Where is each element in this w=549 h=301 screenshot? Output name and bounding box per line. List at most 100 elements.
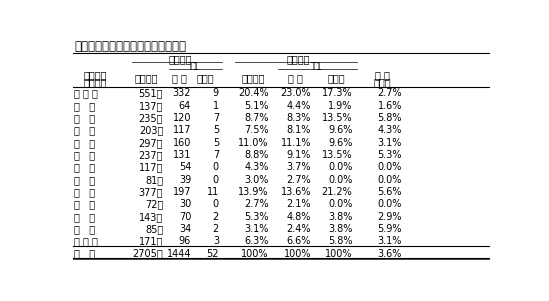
Text: 静   岡: 静 岡	[74, 187, 95, 197]
Text: 96: 96	[179, 236, 191, 246]
Text: 0: 0	[213, 199, 219, 209]
Text: 4.4%: 4.4%	[287, 101, 311, 111]
Text: 39: 39	[179, 175, 191, 185]
Text: 0.0%: 0.0%	[378, 163, 402, 172]
Text: 9: 9	[213, 88, 219, 98]
Text: 5.8%: 5.8%	[328, 236, 352, 246]
Text: 1.9%: 1.9%	[328, 101, 352, 111]
Text: 表２　原発立地道県の人口と参加者: 表２ 原発立地道県の人口と参加者	[74, 40, 186, 53]
Text: 9.1%: 9.1%	[287, 150, 311, 160]
Text: 11.1%: 11.1%	[281, 138, 311, 148]
Text: 石   川: 石 川	[74, 163, 95, 172]
Text: 297万: 297万	[139, 138, 163, 148]
Text: 8.3%: 8.3%	[287, 113, 311, 123]
Text: 2.7%: 2.7%	[244, 199, 268, 209]
Text: 203万: 203万	[139, 126, 163, 135]
Text: 3.8%: 3.8%	[328, 224, 352, 234]
Text: 3.8%: 3.8%	[328, 212, 352, 222]
Text: 13.5%: 13.5%	[322, 150, 352, 160]
Text: 85万: 85万	[145, 224, 163, 234]
Text: 島   根: 島 根	[74, 199, 95, 209]
Text: 6.3%: 6.3%	[244, 236, 268, 246]
Text: 237万: 237万	[139, 150, 163, 160]
Text: 143万: 143万	[139, 212, 163, 222]
Text: 4.3%: 4.3%	[378, 126, 402, 135]
Text: 21.2%: 21.2%	[322, 187, 352, 197]
Text: 全 体: 全 体	[172, 73, 187, 83]
Text: 福   井: 福 井	[74, 175, 95, 185]
Text: 160: 160	[173, 138, 191, 148]
Text: 11: 11	[207, 187, 219, 197]
Text: 全 体: 全 体	[288, 73, 303, 83]
Text: 30: 30	[179, 199, 191, 209]
Text: 割　　合: 割 合	[287, 54, 310, 65]
Text: 5.3%: 5.3%	[377, 150, 402, 160]
Text: 7: 7	[212, 150, 219, 160]
Text: 北 海 道: 北 海 道	[74, 88, 98, 98]
Text: 8.7%: 8.7%	[244, 113, 268, 123]
Text: 117万: 117万	[139, 163, 163, 172]
Text: 34: 34	[179, 224, 191, 234]
Text: 0: 0	[213, 175, 219, 185]
Text: 100%: 100%	[284, 249, 311, 259]
Text: 6.6%: 6.6%	[287, 236, 311, 246]
Text: 2.1%: 2.1%	[287, 199, 311, 209]
Text: 2: 2	[212, 212, 219, 222]
Text: 茨   城: 茨 城	[74, 138, 95, 148]
Text: 5.6%: 5.6%	[377, 187, 402, 197]
Text: 5.9%: 5.9%	[377, 224, 402, 234]
Text: 17.3%: 17.3%	[322, 88, 352, 98]
Text: 8.8%: 8.8%	[244, 150, 268, 160]
Text: 9.6%: 9.6%	[328, 138, 352, 148]
Text: 9.6%: 9.6%	[328, 126, 352, 135]
Text: 0.0%: 0.0%	[378, 175, 402, 185]
Text: 青   森: 青 森	[74, 101, 95, 111]
Text: 131: 131	[173, 150, 191, 160]
Text: 合   計: 合 計	[74, 249, 95, 259]
Text: 1: 1	[213, 101, 219, 111]
Text: 新   潟: 新 潟	[74, 150, 95, 160]
Text: 4.3%: 4.3%	[244, 163, 268, 172]
Text: 3.1%: 3.1%	[244, 224, 268, 234]
Text: 参加者: 参加者	[327, 73, 345, 83]
Text: 2.4%: 2.4%	[287, 224, 311, 234]
Text: 52: 52	[206, 249, 219, 259]
Text: 人　　数: 人 数	[168, 54, 192, 65]
Text: 0.0%: 0.0%	[328, 199, 352, 209]
Text: 3.7%: 3.7%	[287, 163, 311, 172]
Text: 国勢調査: 国勢調査	[135, 73, 158, 83]
Text: 120: 120	[172, 113, 191, 123]
Text: 100%: 100%	[241, 249, 268, 259]
Text: 13.9%: 13.9%	[238, 187, 268, 197]
Text: 72万: 72万	[145, 199, 163, 209]
Text: 0: 0	[213, 163, 219, 172]
Text: 5: 5	[212, 126, 219, 135]
Text: 1444: 1444	[166, 249, 191, 259]
Text: 81万: 81万	[145, 175, 163, 185]
Text: 3: 3	[213, 236, 219, 246]
Text: 197: 197	[172, 187, 191, 197]
Text: 福   島: 福 島	[74, 126, 95, 135]
Text: 11.0%: 11.0%	[238, 138, 268, 148]
Text: 171万: 171万	[139, 236, 163, 246]
Text: 5: 5	[212, 138, 219, 148]
Text: 4.8%: 4.8%	[287, 212, 311, 222]
Text: 100%: 100%	[325, 249, 352, 259]
Text: 参加率: 参加率	[374, 77, 391, 87]
Text: 佐   賀: 佐 賀	[74, 224, 95, 234]
Text: 5.3%: 5.3%	[244, 212, 268, 222]
Text: 道　　県: 道 県	[84, 77, 108, 87]
Text: 0.0%: 0.0%	[378, 199, 402, 209]
Text: 20.4%: 20.4%	[238, 88, 268, 98]
Text: 5.8%: 5.8%	[377, 113, 402, 123]
Text: 13.6%: 13.6%	[281, 187, 311, 197]
Text: 2705万: 2705万	[132, 249, 163, 259]
Text: 0.0%: 0.0%	[328, 175, 352, 185]
Text: 2: 2	[212, 224, 219, 234]
Text: 235万: 235万	[139, 113, 163, 123]
Text: 3.0%: 3.0%	[244, 175, 268, 185]
Text: 2.7%: 2.7%	[377, 88, 402, 98]
Text: 377万: 377万	[139, 187, 163, 197]
Text: 5.1%: 5.1%	[244, 101, 268, 111]
Text: 70: 70	[179, 212, 191, 222]
